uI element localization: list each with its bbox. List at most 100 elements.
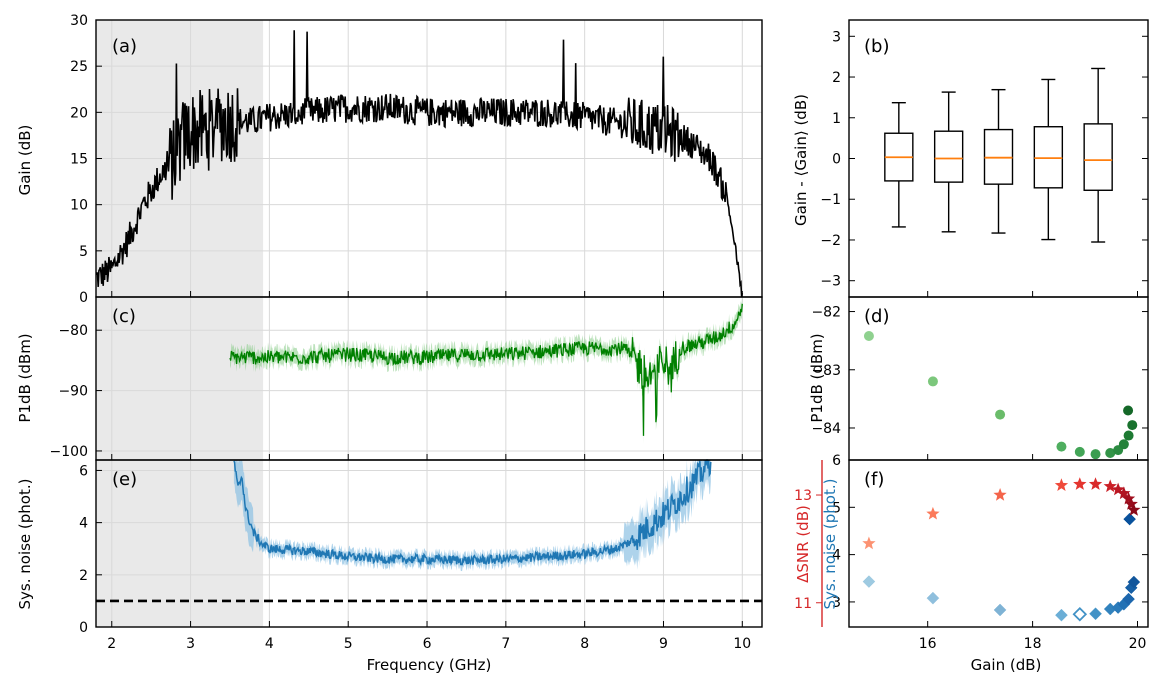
gain-trace bbox=[95, 30, 744, 297]
d-y-tick-label: −84 bbox=[811, 421, 841, 437]
e-y-tick-label: 0 bbox=[79, 620, 88, 636]
p1db-point bbox=[1127, 420, 1138, 431]
snr-point bbox=[1124, 497, 1138, 510]
snr-tick-label: 11 bbox=[794, 596, 812, 612]
a-y-tick-label: 10 bbox=[70, 198, 88, 214]
a-y-tick-label: 25 bbox=[70, 59, 88, 75]
x-tick-label: 10 bbox=[733, 636, 751, 652]
ylabel-a: Gain (dB) bbox=[16, 125, 34, 196]
snr-point bbox=[1054, 478, 1069, 491]
b-y-tick-label: −2 bbox=[820, 233, 841, 249]
snr-point bbox=[1088, 477, 1103, 490]
snr-point bbox=[993, 488, 1007, 501]
box-body bbox=[1083, 123, 1113, 191]
snr-point bbox=[1103, 479, 1117, 493]
e-y-tick-label: 2 bbox=[79, 568, 88, 584]
ylabel-c: P1dB (dBm) bbox=[16, 333, 34, 422]
ylabel-d: P1dB (dBm) bbox=[808, 333, 826, 422]
p1db-point bbox=[1056, 441, 1067, 452]
xlabel-f: Gain (dB) bbox=[971, 656, 1042, 674]
noise-point bbox=[1055, 608, 1068, 622]
d-y-tick-label: −83 bbox=[811, 363, 841, 379]
f-noise-tick-label: 3 bbox=[832, 595, 841, 611]
panel-frame-e bbox=[95, 459, 763, 628]
p1db-point bbox=[1118, 439, 1129, 450]
noise-point bbox=[1127, 575, 1141, 589]
a-y-tick-label: 15 bbox=[70, 152, 88, 168]
a-y-tick-label: 30 bbox=[70, 13, 88, 29]
panel-label-b: (b) bbox=[864, 36, 889, 57]
shaded-region-layer bbox=[96, 20, 264, 627]
panel-label-a: (a) bbox=[112, 36, 137, 57]
x-tick-label: 9 bbox=[659, 636, 668, 652]
b-y-tick-label: 3 bbox=[832, 29, 841, 45]
noise-point bbox=[926, 591, 940, 605]
p1db-point bbox=[1105, 448, 1116, 459]
f-x-tick-label: 16 bbox=[919, 636, 937, 652]
p1db-point bbox=[863, 331, 874, 342]
p1db-point bbox=[995, 409, 1006, 420]
f-x-tick-label: 18 bbox=[1024, 636, 1042, 652]
b-y-tick-label: −1 bbox=[820, 192, 841, 208]
b-y-tick-label: 0 bbox=[832, 152, 841, 168]
f-x-tick-label: 20 bbox=[1129, 636, 1147, 652]
panel-frame-f bbox=[848, 459, 1149, 628]
panel-label-c: (c) bbox=[112, 306, 136, 327]
snr-point bbox=[926, 506, 940, 520]
noise-point bbox=[993, 603, 1007, 617]
noise-point bbox=[1122, 592, 1135, 606]
noise-trace bbox=[233, 459, 712, 567]
shaded-region bbox=[96, 20, 264, 627]
f-noise-tick-label: 5 bbox=[832, 500, 841, 516]
c-y-tick-label: −100 bbox=[50, 444, 88, 460]
panel-label-e: (e) bbox=[112, 469, 137, 490]
b-y-tick-label: −3 bbox=[820, 274, 841, 290]
panel-label-d: (d) bbox=[864, 306, 889, 327]
ylabel-f-noise: Sys. noise (phot.) bbox=[821, 479, 839, 610]
x-tick-label: 2 bbox=[107, 636, 116, 652]
e-y-tick-label: 6 bbox=[79, 463, 88, 479]
c-y-tick-label: −80 bbox=[58, 323, 88, 339]
p1db-point bbox=[1123, 405, 1134, 416]
snr-point bbox=[1073, 477, 1087, 490]
x-tick-label: 3 bbox=[186, 636, 195, 652]
a-y-tick-label: 5 bbox=[79, 244, 88, 260]
p1db-point bbox=[1074, 446, 1085, 457]
p1db-trace bbox=[229, 303, 743, 436]
p1db-point bbox=[927, 376, 938, 387]
d-y-tick-label: −82 bbox=[811, 305, 841, 321]
p1db-point bbox=[1090, 449, 1101, 460]
b-y-tick-label: 1 bbox=[832, 111, 841, 127]
panel-frame-d bbox=[848, 296, 1149, 461]
snr-point bbox=[1121, 491, 1136, 505]
f-noise-tick-label: 4 bbox=[832, 548, 841, 564]
x-tick-label: 8 bbox=[580, 636, 589, 652]
ylabel-b: Gain - ⟨Gain⟩ (dB) bbox=[792, 94, 810, 226]
x-tick-label: 6 bbox=[423, 636, 432, 652]
a-y-tick-label: 20 bbox=[70, 105, 88, 121]
data-layer bbox=[95, 30, 1141, 622]
snr-point bbox=[1117, 486, 1131, 500]
a-y-tick-label: 0 bbox=[79, 290, 88, 306]
panel-label-f: (f) bbox=[864, 469, 884, 490]
e-y-tick-label: 4 bbox=[79, 516, 88, 532]
x-tick-label: 7 bbox=[501, 636, 510, 652]
x-tick-label: 5 bbox=[344, 636, 353, 652]
noise-point bbox=[1072, 606, 1088, 622]
snr-point bbox=[862, 536, 876, 550]
ylabel-f-snr: ΔSNR (dB) bbox=[794, 505, 812, 583]
noise-point bbox=[1089, 607, 1102, 621]
noise-point bbox=[1123, 512, 1136, 526]
noise-point bbox=[862, 575, 876, 588]
f-noise-tick-label: 6 bbox=[832, 453, 841, 469]
ylabel-e: Sys. noise (phot.) bbox=[16, 479, 34, 610]
b-y-tick-label: 2 bbox=[832, 70, 841, 86]
snr-point bbox=[1111, 482, 1125, 496]
xlabel-e: Frequency (GHz) bbox=[367, 656, 492, 674]
p1db-point bbox=[1123, 430, 1134, 441]
c-y-tick-label: −90 bbox=[58, 384, 88, 400]
snr-point bbox=[1127, 503, 1141, 516]
box-body bbox=[933, 130, 964, 183]
